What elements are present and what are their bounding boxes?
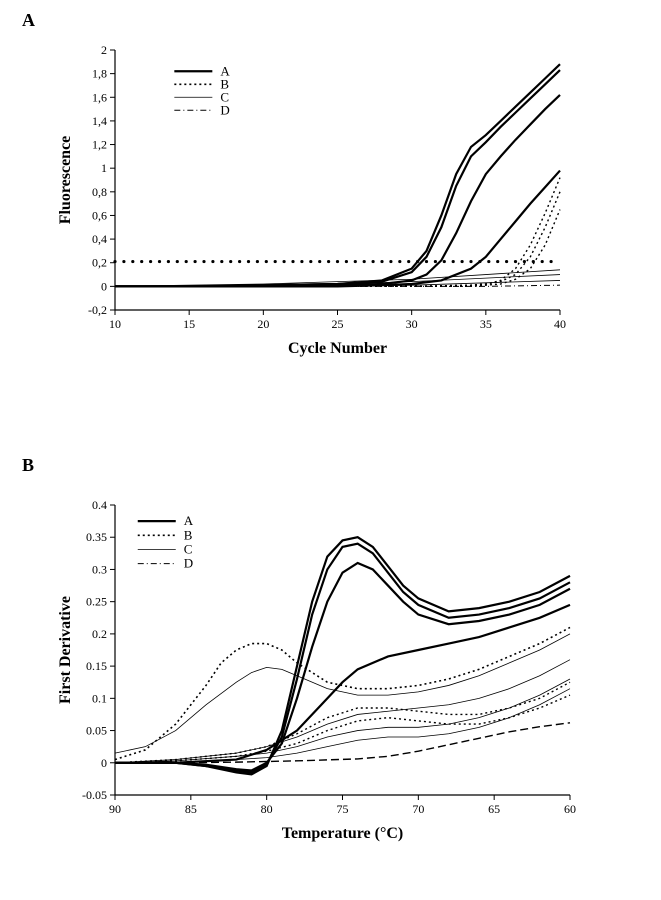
series-B2 <box>115 682 570 763</box>
svg-text:1,8: 1,8 <box>92 67 107 81</box>
svg-text:Cycle Number: Cycle Number <box>288 340 387 357</box>
svg-text:A: A <box>184 513 194 528</box>
series-B3 <box>115 695 570 763</box>
svg-text:0.1: 0.1 <box>92 691 107 705</box>
svg-text:-0,2: -0,2 <box>88 303 107 317</box>
series-A4 <box>115 171 560 287</box>
panel-b-chart: 90 85 80 75 70 65 60 -0.05 0 0.05 0.1 0.15 0.2 0.25 0.… <box>45 490 585 850</box>
svg-text:D: D <box>184 556 193 571</box>
svg-text:40: 40 <box>554 317 566 331</box>
series-C2 <box>115 660 570 763</box>
svg-text:0.15: 0.15 <box>86 659 107 673</box>
svg-text:0,2: 0,2 <box>92 256 107 270</box>
svg-text:85: 85 <box>185 802 197 816</box>
svg-text:35: 35 <box>480 317 492 331</box>
svg-text:75: 75 <box>337 802 349 816</box>
svg-text:0.3: 0.3 <box>92 562 107 576</box>
series-C1 <box>115 634 570 753</box>
svg-text:15: 15 <box>183 317 195 331</box>
svg-text:65: 65 <box>488 802 500 816</box>
svg-text:0: 0 <box>101 756 107 770</box>
svg-text:30: 30 <box>406 317 418 331</box>
svg-text:C: C <box>184 541 193 556</box>
svg-text:70: 70 <box>412 802 424 816</box>
svg-text:-0.05: -0.05 <box>82 788 107 802</box>
svg-text:60: 60 <box>564 802 576 816</box>
svg-text:Fluorescence: Fluorescence <box>57 136 74 225</box>
svg-text:0,8: 0,8 <box>92 185 107 199</box>
series-A4 <box>115 605 570 763</box>
series-B1 <box>115 178 560 287</box>
svg-text:0.05: 0.05 <box>86 724 107 738</box>
svg-text:0.25: 0.25 <box>86 595 107 609</box>
series-C4 <box>115 689 570 763</box>
series-B1 <box>115 627 570 759</box>
svg-text:First Derivative: First Derivative <box>57 596 74 704</box>
svg-text:90: 90 <box>109 802 121 816</box>
svg-text:80: 80 <box>261 802 273 816</box>
series-D1 <box>115 723 570 763</box>
series-A2 <box>115 70 560 286</box>
svg-text:0.4: 0.4 <box>92 498 107 512</box>
series-A3 <box>115 563 570 771</box>
panel-b-label: B <box>22 455 34 476</box>
panel-a-chart: 10 15 20 25 30 35 40 -0,2 0 0,2 0,4 0,6 0,8 1 1,2 1,4 1,… <box>55 35 575 365</box>
svg-text:2: 2 <box>101 43 107 57</box>
svg-text:0,4: 0,4 <box>92 232 107 246</box>
svg-text:1,2: 1,2 <box>92 138 107 152</box>
svg-text:D: D <box>220 102 229 117</box>
series-A2 <box>115 544 570 773</box>
svg-text:B: B <box>184 527 193 542</box>
svg-text:0.2: 0.2 <box>92 627 107 641</box>
svg-text:10: 10 <box>109 317 121 331</box>
svg-text:1,4: 1,4 <box>92 114 107 128</box>
svg-text:1: 1 <box>101 161 107 175</box>
series-B2 <box>115 192 560 287</box>
svg-text:0,6: 0,6 <box>92 208 107 222</box>
panel-a-label: A <box>22 10 35 31</box>
svg-text:0.35: 0.35 <box>86 530 107 544</box>
series-A3 <box>115 95 560 286</box>
figure-page: { "panelA": { "label": "A", "chart": { "… <box>0 0 661 900</box>
svg-text:25: 25 <box>332 317 344 331</box>
svg-text:Temperature (°C): Temperature (°C) <box>282 825 403 842</box>
svg-text:20: 20 <box>257 317 269 331</box>
svg-text:0: 0 <box>101 279 107 293</box>
svg-text:1,6: 1,6 <box>92 90 107 104</box>
